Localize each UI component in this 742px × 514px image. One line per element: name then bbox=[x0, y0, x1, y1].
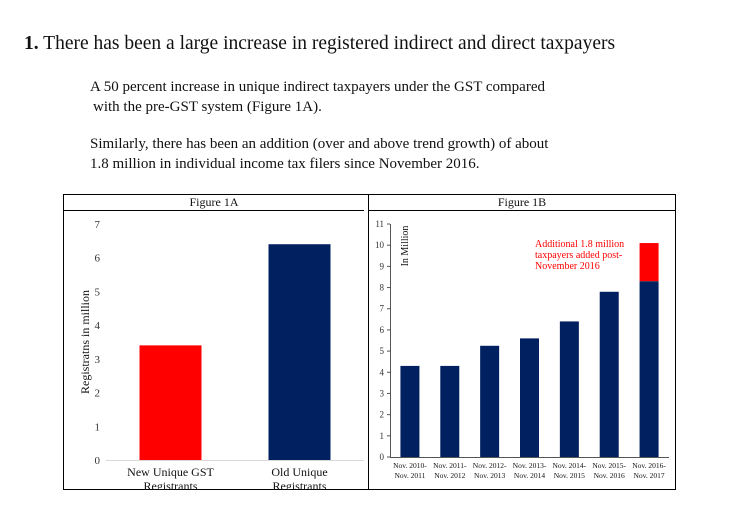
x-category-label: Nov. 2015 bbox=[554, 471, 585, 480]
y-tick-label: 2 bbox=[95, 388, 101, 400]
bar-segment-1 bbox=[520, 338, 539, 457]
y-tick-label: 7 bbox=[95, 219, 101, 231]
y-axis-label: In Million bbox=[400, 226, 411, 267]
x-category-label: Nov. 2016 bbox=[594, 471, 625, 480]
figure-1a-chart: 0 1 2 3 4 5 6 7 Registratns in million New Unique… bbox=[78, 219, 364, 490]
bar-segment-1 bbox=[480, 345, 500, 457]
paragraph-line: Similarly, there has been an addition (o… bbox=[90, 136, 549, 152]
y-tick-label: 0 bbox=[95, 455, 101, 467]
y-tick-label: 11 bbox=[375, 219, 384, 229]
y-tick-label: 4 bbox=[95, 320, 101, 332]
y-tick-label: 4 bbox=[380, 367, 385, 377]
x-category-label: Nov. 2010- bbox=[393, 461, 427, 470]
figure-frame: Figure 1A 0 1 2 3 4 5 6 7 Registratns in million… bbox=[63, 194, 676, 490]
y-axis-label: Registratns in million bbox=[78, 290, 92, 394]
paragraph-income-tax-filers: Similarly, there has been an addition (o… bbox=[90, 134, 670, 174]
x-category-label: Nov. 2014 bbox=[514, 471, 545, 480]
x-category-label: Nov. 2017 bbox=[633, 471, 664, 480]
figure-1a-title: Figure 1A bbox=[64, 195, 364, 211]
x-category-label: Nov. 2016- bbox=[632, 461, 666, 470]
x-category-label: Registrants bbox=[273, 479, 327, 490]
bar-segment-2 bbox=[639, 243, 659, 282]
y-tick-label: 6 bbox=[95, 253, 101, 265]
x-category-label: Nov. 2015- bbox=[592, 461, 626, 470]
y-tick-label: 6 bbox=[380, 325, 385, 335]
x-category-label: Registrants bbox=[144, 479, 198, 490]
y-tick-label: 3 bbox=[380, 388, 385, 398]
annotation-line: November 2016 bbox=[535, 261, 600, 272]
heading-text: There has been a large increase in regis… bbox=[43, 33, 616, 54]
bar-1 bbox=[139, 345, 202, 460]
paragraph-line: 1.8 million in individual income tax fil… bbox=[90, 156, 480, 172]
figure-1b-title: Figure 1B bbox=[369, 195, 675, 211]
paragraph-gst-increase: A 50 percent increase in unique indirect… bbox=[90, 77, 650, 117]
x-category-label: Old Unique bbox=[271, 465, 327, 479]
y-tick-label: 1 bbox=[380, 431, 385, 441]
y-tick-label: 8 bbox=[380, 283, 385, 293]
y-tick-label: 1 bbox=[95, 421, 101, 433]
y-tick-label: 3 bbox=[95, 354, 101, 366]
bar-segment-1 bbox=[639, 281, 659, 457]
x-category-label: Nov. 2013- bbox=[513, 461, 547, 470]
paragraph-line: A 50 percent increase in unique indirect… bbox=[90, 79, 545, 95]
y-tick-label: 5 bbox=[380, 346, 385, 356]
x-category-label: Nov. 2011 bbox=[394, 471, 425, 480]
heading-number: 1. bbox=[24, 33, 39, 54]
x-category-label: Nov. 2012 bbox=[434, 471, 465, 480]
bar-2 bbox=[268, 244, 331, 460]
y-tick-label: 7 bbox=[380, 304, 385, 314]
x-category-label: Nov. 2011- bbox=[433, 461, 467, 470]
bar-segment-1 bbox=[440, 365, 460, 457]
annotation-line: Additional 1.8 million bbox=[535, 239, 624, 250]
figure-1a-panel: Figure 1A 0 1 2 3 4 5 6 7 Registratns in million… bbox=[64, 195, 369, 490]
x-category-label: Nov. 2013 bbox=[474, 471, 505, 480]
y-tick-label: 10 bbox=[375, 240, 385, 250]
paragraph-line: with the pre-GST system (Figure 1A). bbox=[93, 99, 322, 115]
y-tick-label: 0 bbox=[380, 452, 385, 462]
figure-1b-panel: Figure 1B 0 1 2 3 4 5 6 7 8 9 10 11 In Million Nov. 2… bbox=[369, 195, 675, 489]
bar-segment-1 bbox=[599, 291, 619, 457]
y-tick-label: 2 bbox=[380, 410, 385, 420]
x-category-label: Nov. 2012- bbox=[473, 461, 507, 470]
annotation-line: taxpayers added post- bbox=[535, 250, 622, 261]
x-category-label: Nov. 2014- bbox=[553, 461, 587, 470]
y-tick-label: 5 bbox=[95, 286, 101, 298]
bar-segment-1 bbox=[559, 321, 579, 457]
y-tick-label: 9 bbox=[380, 261, 385, 271]
bar-segment-1 bbox=[400, 365, 420, 457]
section-heading: 1. There has been a large increase in re… bbox=[24, 33, 615, 55]
x-category-label: New Unique GST bbox=[127, 465, 214, 479]
